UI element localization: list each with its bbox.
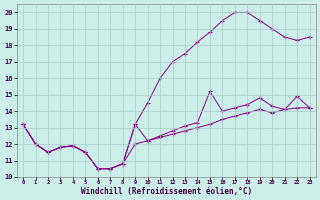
X-axis label: Windchill (Refroidissement éolien,°C): Windchill (Refroidissement éolien,°C) [81,187,252,196]
